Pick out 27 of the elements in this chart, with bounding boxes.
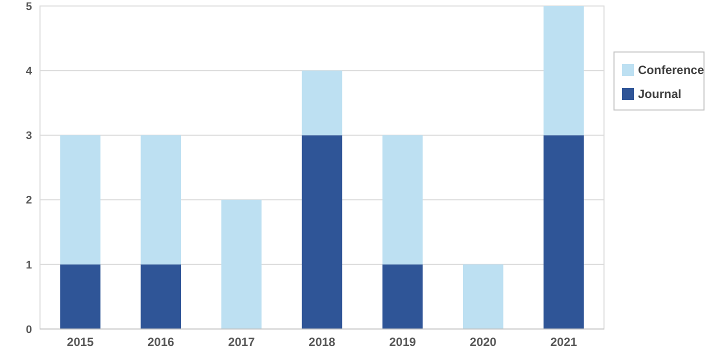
- legend-label: Conference: [638, 63, 704, 78]
- y-tick-label: 2: [26, 194, 32, 207]
- y-tick-label: 5: [26, 0, 32, 13]
- x-tick-label: 2019: [389, 335, 416, 349]
- y-tick-label: 4: [26, 65, 33, 78]
- x-tick-label: 2018: [308, 335, 336, 349]
- x-tick-label: 2015: [66, 335, 94, 349]
- x-tick-label: 2017: [228, 335, 256, 349]
- x-tick-label: 2016: [148, 335, 175, 349]
- y-tick-label: 1: [26, 259, 32, 272]
- bar: [140, 135, 181, 264]
- bar: [544, 135, 584, 329]
- bar: [60, 135, 100, 264]
- legend-label: Journal: [638, 87, 682, 102]
- bar: [463, 264, 504, 329]
- bar: [382, 135, 423, 264]
- y-tick-label: 3: [26, 130, 32, 142]
- bar: [302, 70, 342, 136]
- x-tick-label: 2020: [470, 335, 497, 349]
- bar: [221, 200, 262, 329]
- bar: [140, 264, 181, 329]
- bar: [60, 264, 100, 329]
- y-tick-label: 0: [26, 324, 32, 336]
- x-tick-label: 2021: [550, 335, 578, 349]
- bar: [382, 264, 423, 329]
- bar: [302, 135, 342, 329]
- bar: [544, 6, 584, 136]
